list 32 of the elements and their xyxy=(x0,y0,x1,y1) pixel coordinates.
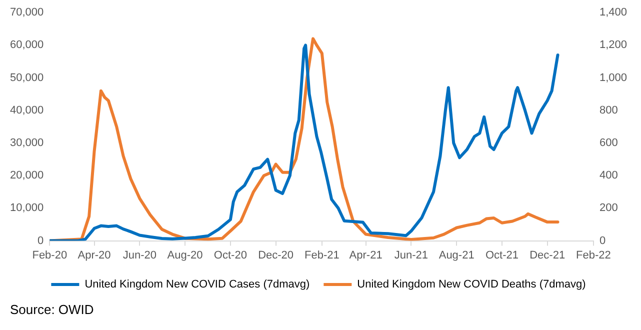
x-tick-label: Oct-20 xyxy=(214,249,247,262)
y-tick-label: 70,000 xyxy=(10,6,44,19)
y-tick-label: 10,000 xyxy=(10,202,44,214)
x-tick-label: Aug-21 xyxy=(438,249,474,262)
x-tick-label: Dec-21 xyxy=(530,249,566,262)
y2-tick-label: 1,000 xyxy=(599,72,628,84)
x-tick-label: Apr-20 xyxy=(78,249,111,262)
y2-tick-label: 0 xyxy=(599,234,606,247)
x-tick-label: Aug-20 xyxy=(167,249,203,262)
x-tick-label: Dec-20 xyxy=(258,249,294,262)
x-tick-label: Feb-22 xyxy=(576,249,611,262)
x-tick-label: Apr-21 xyxy=(349,249,382,262)
x-tick-label: Jun-20 xyxy=(122,249,156,262)
y-tick-label: 40,000 xyxy=(10,104,44,116)
x-tick-label: Feb-20 xyxy=(32,249,68,262)
y-tick-label: 20,000 xyxy=(10,170,44,182)
y2-tick-label: 1,400 xyxy=(599,6,628,19)
y2-tick-label: 600 xyxy=(599,137,618,150)
y-tick-label: 60,000 xyxy=(10,39,44,52)
source-note: Source: OWID xyxy=(10,302,94,317)
y2-tick-label: 400 xyxy=(599,170,618,182)
legend-label: United Kingdom New COVID Cases (7dmavg) xyxy=(84,278,310,291)
y2-tick-label: 800 xyxy=(599,104,618,116)
x-tick-label: Oct-21 xyxy=(485,249,518,262)
legend-label: United Kingdom New COVID Deaths (7dmavg) xyxy=(357,278,586,291)
x-tick-label: Jun-21 xyxy=(394,249,428,262)
y2-tick-label: 200 xyxy=(599,202,618,214)
y-tick-label: 30,000 xyxy=(10,137,44,150)
y-tick-label: 50,000 xyxy=(10,72,44,84)
y-tick-label: 0 xyxy=(38,234,44,247)
x-tick-label: Feb-21 xyxy=(304,249,340,262)
y2-tick-label: 1,200 xyxy=(599,39,628,52)
